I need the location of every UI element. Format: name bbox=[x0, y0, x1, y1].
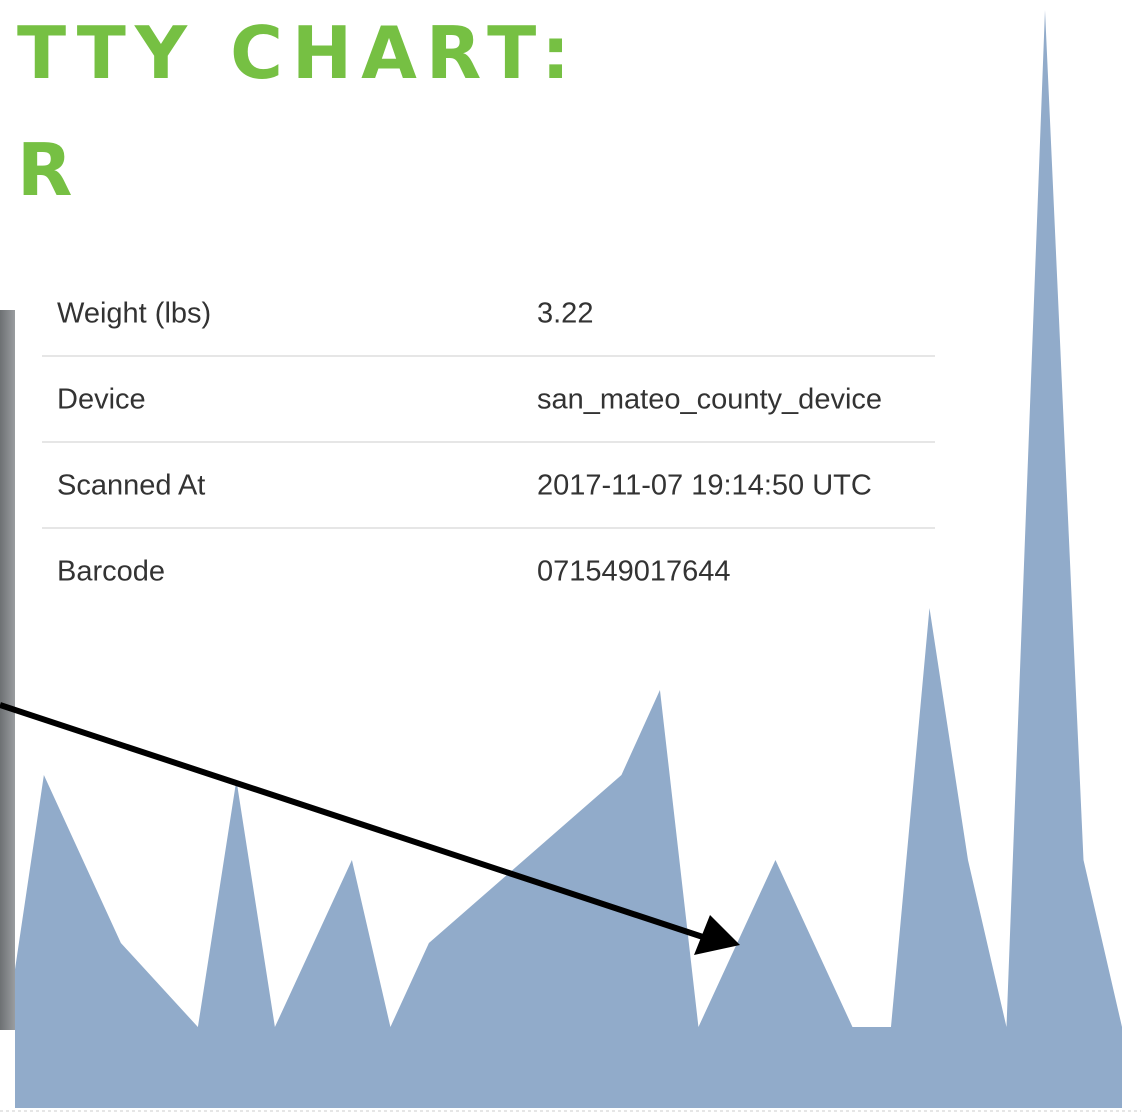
arrow-line bbox=[0, 702, 713, 943]
row-label: Device bbox=[57, 384, 146, 416]
photo-fragment bbox=[0, 310, 15, 1030]
title-line: TTY CHART: bbox=[17, 11, 579, 95]
info-table: Weight (lbs) 3.22 Device san_mateo_county_d… bbox=[42, 298, 935, 588]
row-value: san_mateo_county_device bbox=[537, 384, 882, 416]
row-value: 3.22 bbox=[537, 298, 593, 330]
row-label: Weight (lbs) bbox=[57, 298, 211, 330]
row-label: Barcode bbox=[57, 556, 165, 588]
row-label: Scanned At bbox=[57, 470, 205, 502]
area-chart bbox=[15, 10, 1122, 1108]
row-value: 071549017644 bbox=[537, 556, 731, 588]
area bbox=[15, 10, 1122, 1108]
row-value: 2017-11-07 19:14:50 UTC bbox=[537, 470, 872, 502]
title-line: R bbox=[17, 128, 81, 212]
arrow-head bbox=[694, 915, 740, 955]
